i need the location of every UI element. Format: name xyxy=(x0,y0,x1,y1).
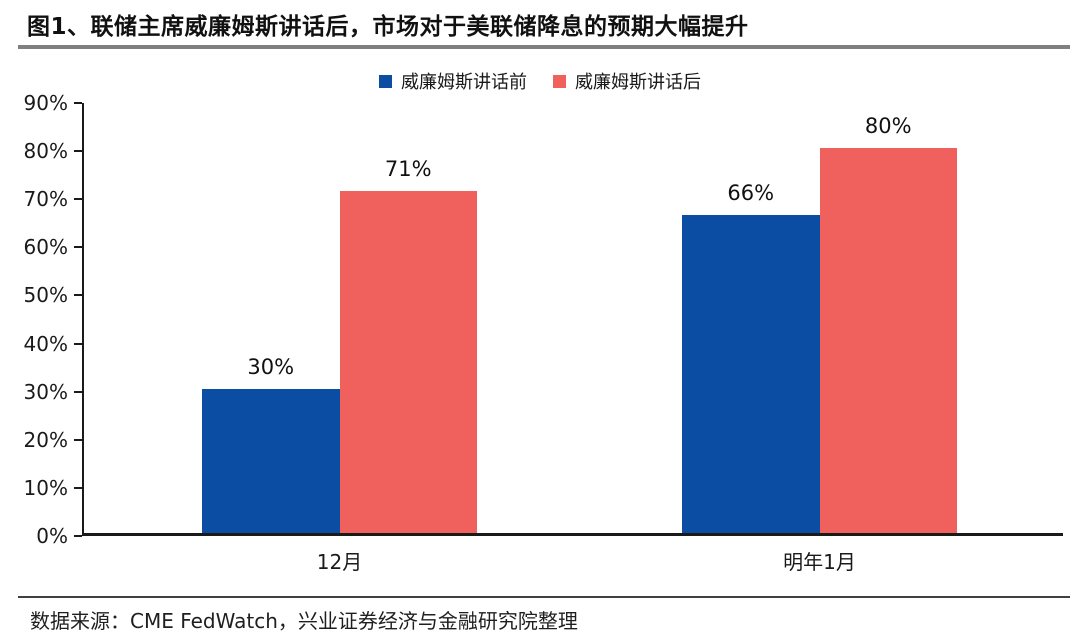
x-axis-label-jan: 明年1月 xyxy=(783,550,856,574)
y-axis-tick-label: 0% xyxy=(36,524,68,548)
y-axis-tick xyxy=(74,390,82,393)
y-axis-tick-label: 60% xyxy=(23,235,68,260)
y-axis-tick xyxy=(74,150,82,153)
y-axis-tick-label: 10% xyxy=(23,475,68,500)
x-axis-label-dec: 12月 xyxy=(316,550,363,574)
title-divider xyxy=(18,45,1070,49)
legend-item-after: 威廉姆斯讲话后 xyxy=(553,68,701,94)
legend-label-before: 威廉姆斯讲话前 xyxy=(401,72,527,93)
y-axis-tick xyxy=(74,535,82,537)
bar-after-dec xyxy=(339,191,477,533)
y-axis-tick-label: 80% xyxy=(23,139,68,164)
legend-swatch-after xyxy=(553,74,566,88)
bar-value-label-before-jan: 66% xyxy=(727,181,775,206)
bar-value-label-before-dec: 30% xyxy=(247,354,295,379)
bar-value-label-after-dec: 71% xyxy=(384,157,432,182)
bar-value-label-after-jan: 80% xyxy=(864,114,912,139)
bar-before-jan xyxy=(682,215,820,533)
data-source: 数据来源：CME FedWatch，兴业证券经济与金融研究院整理 xyxy=(30,609,578,633)
bar-before-dec xyxy=(202,388,340,533)
bar-after-jan xyxy=(819,148,957,533)
y-axis-tick xyxy=(74,486,82,489)
y-axis-tick xyxy=(74,294,82,297)
legend-swatch-before xyxy=(379,74,392,88)
y-axis-tick xyxy=(74,438,82,441)
y-axis-tick-label: 70% xyxy=(23,187,68,212)
legend-label-after: 威廉姆斯讲话后 xyxy=(575,72,701,93)
plot-area: 0% 10% 20% 30% 40% 50% 60% 70% 80% 90% 30% 66% 71% 80… xyxy=(24,92,1063,574)
y-axis-tick-label: 20% xyxy=(23,427,68,452)
y-axis-tick xyxy=(74,102,82,104)
y-axis-tick-label: 50% xyxy=(23,283,68,308)
y-axis-tick xyxy=(74,342,82,345)
y-axis-tick-label: 30% xyxy=(23,379,68,404)
y-axis-tick-label: 40% xyxy=(23,331,68,356)
figure-title: 图1、联储主席威廉姆斯讲话后，市场对于美联储降息的预期大幅提升 xyxy=(27,14,749,40)
y-axis-tick xyxy=(74,198,82,201)
legend: 威廉姆斯讲话前 威廉姆斯讲话后 xyxy=(0,68,1080,94)
legend-item-before: 威廉姆斯讲话前 xyxy=(379,68,527,94)
source-divider xyxy=(18,596,1070,598)
y-axis-tick-label: 90% xyxy=(23,91,68,115)
y-axis-tick xyxy=(74,246,82,249)
